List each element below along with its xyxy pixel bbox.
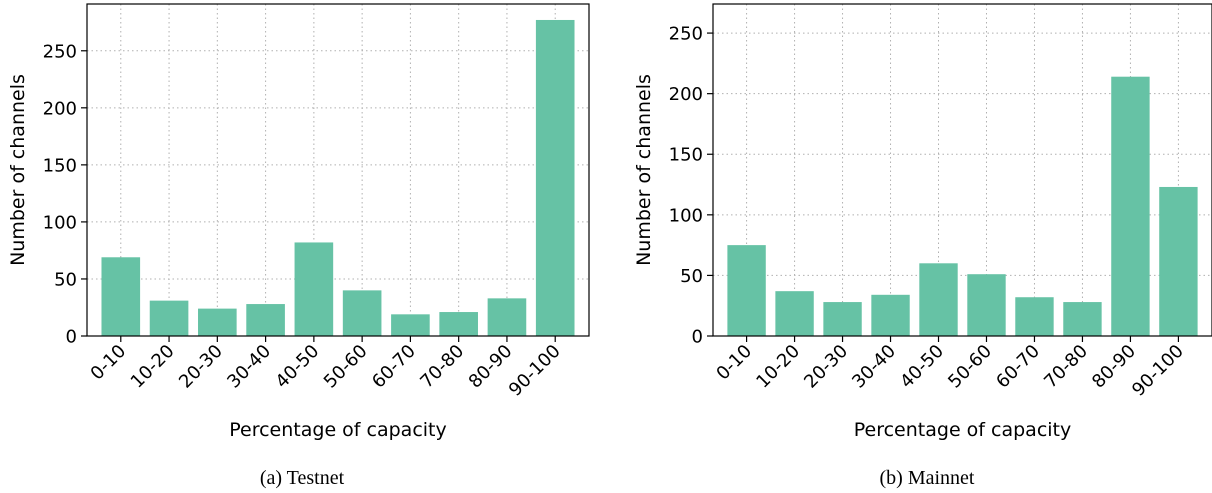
x-tick-label: 40-50	[272, 341, 324, 393]
y-tick-label: 200	[669, 84, 703, 105]
y-tick-label: 50	[54, 269, 77, 290]
chart-testnet: 0 50 100 150 200 250 0-1010-2020-3030-4040-505…	[7, 3, 590, 489]
x-tick-label: 10-20	[127, 341, 179, 393]
y-axis-title: Number of channels	[633, 74, 655, 266]
y-tick-label: 250	[43, 41, 77, 62]
chart-caption: (b) Mainnet	[880, 467, 975, 489]
x-tick-label: 30-40	[848, 341, 900, 393]
bar-50-60	[342, 290, 382, 336]
bar-10-20	[149, 300, 189, 336]
bar-40-50	[919, 263, 958, 336]
y-tick-label: 200	[43, 98, 77, 119]
bar-90-100	[535, 19, 575, 337]
bar-40-50	[294, 242, 334, 336]
x-axis-title: Percentage of capacity	[229, 419, 447, 441]
x-tick-label: 50-60	[320, 341, 372, 393]
x-tick-label: 40-50	[896, 341, 948, 393]
bar-20-30	[198, 308, 237, 336]
x-tick-label: 90-100	[1128, 341, 1188, 401]
plot-frame	[712, 3, 1212, 337]
bar-50-60	[967, 274, 1006, 336]
bar-30-40	[871, 294, 910, 336]
y-tick-label: 100	[43, 212, 77, 233]
x-tick-label: 90-100	[505, 341, 565, 401]
bar-90-100	[1159, 186, 1198, 336]
plot-frame	[86, 3, 590, 337]
y-axis-title: Number of channels	[7, 74, 29, 266]
bar-80-90	[487, 298, 527, 336]
bar-10-20	[775, 291, 814, 336]
y-tick-label: 150	[43, 155, 77, 176]
x-tick-label: 20-30	[175, 341, 227, 393]
x-tick-label: 0-10	[712, 341, 756, 385]
bar-0-10	[727, 245, 766, 336]
bar-60-70	[391, 314, 430, 336]
x-tick-label: 70-80	[416, 341, 468, 393]
bar-80-90	[1111, 76, 1150, 336]
y-tick-label: 250	[669, 24, 703, 45]
bar-70-80	[439, 312, 478, 336]
x-tick-label: 50-60	[944, 341, 996, 393]
y-tick-label: 0	[66, 327, 77, 348]
y-tick-label: 100	[669, 205, 703, 226]
x-tick-label: 60-70	[992, 341, 1044, 393]
chart-mainnet: 0 50 100 150 200 250 0-1010-2020-3030-4040-505…	[633, 3, 1212, 489]
bar-70-80	[1063, 302, 1102, 336]
chart-caption: (a) Testnet	[260, 467, 345, 489]
x-tick-label: 70-80	[1040, 341, 1092, 393]
y-tick-label: 150	[669, 145, 703, 166]
x-tick-label: 30-40	[223, 341, 275, 393]
x-tick-label: 20-30	[800, 341, 852, 393]
y-tick-label: 0	[692, 327, 703, 348]
x-tick-label: 10-20	[752, 341, 804, 393]
x-tick-label: 60-70	[368, 341, 420, 393]
bar-60-70	[1015, 297, 1054, 336]
bar-0-10	[101, 257, 141, 336]
x-tick-label: 0-10	[87, 341, 131, 385]
bar-30-40	[246, 304, 285, 336]
bar-20-30	[823, 302, 862, 336]
x-axis-title: Percentage of capacity	[854, 419, 1072, 441]
y-tick-label: 50	[680, 266, 703, 287]
